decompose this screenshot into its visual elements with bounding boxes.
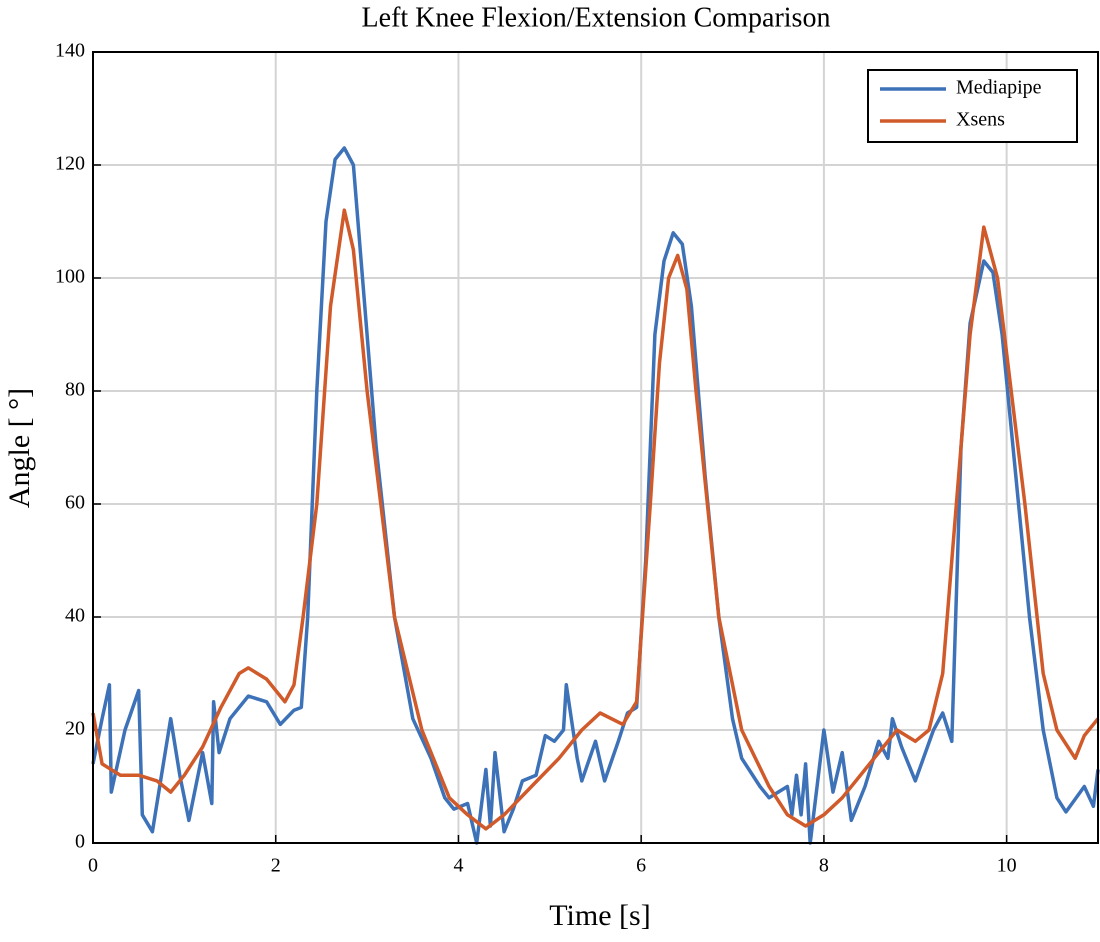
x-tick-label: 4 xyxy=(453,855,463,877)
legend-box xyxy=(867,69,1078,143)
x-tick-label: 6 xyxy=(636,855,646,877)
x-tick-label: 10 xyxy=(997,855,1017,877)
legend-label: Mediapipe xyxy=(956,77,1042,99)
x-tick-label: 8 xyxy=(819,855,829,877)
plot-frame xyxy=(92,51,1099,844)
chart-title: Left Knee Flexion/Extension Comparison xyxy=(362,2,831,33)
y-tick-label: 20 xyxy=(65,718,85,740)
x-tick-label: 2 xyxy=(271,855,281,877)
data-line xyxy=(91,208,1100,831)
y-tick-label: 100 xyxy=(55,266,85,288)
y-tick-label: 120 xyxy=(55,153,85,175)
y-tick-label: 40 xyxy=(65,605,85,627)
y-tick-label: 60 xyxy=(65,492,85,514)
y-tick-label: 80 xyxy=(65,379,85,401)
y-axis-label: Angle [ °] xyxy=(3,388,36,508)
y-tick-label: 140 xyxy=(55,40,85,62)
y-tick-label: 0 xyxy=(75,831,85,853)
data-line xyxy=(91,146,1100,845)
legend-label: Xsens xyxy=(956,109,1005,131)
x-tick-label: 0 xyxy=(88,855,98,877)
x-axis-label: Time [s] xyxy=(549,899,650,932)
